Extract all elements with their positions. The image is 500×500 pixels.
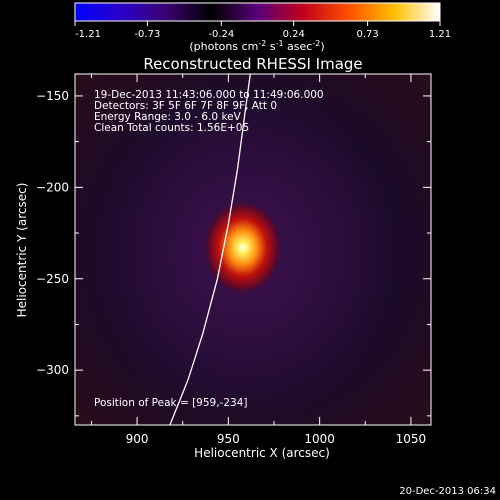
x-tick-label: 1050	[396, 432, 427, 446]
x-axis-label: Heliocentric X (arcsec)	[194, 446, 330, 460]
footer-timestamp: 20-Dec-2013 06:34	[399, 486, 496, 497]
chart-title: Reconstructed RHESSI Image	[143, 55, 362, 73]
y-tick-label: −150	[36, 89, 69, 103]
x-tick-label: 950	[217, 432, 240, 446]
hxr-source	[202, 199, 283, 296]
colorbar-tick-label: -0.24	[208, 29, 234, 40]
annotation-energy: Energy Range: 3.0 - 6.0 keV	[94, 111, 242, 123]
colorbar	[74, 2, 441, 22]
colorbar-tick-label: 0.24	[283, 29, 305, 40]
y-tick-label: −250	[36, 272, 69, 286]
x-tick-label: 1000	[304, 432, 335, 446]
annotation-time: 19-Dec-2013 11:43:06.000 to 11:49:06.000	[94, 89, 324, 101]
annotations: 19-Dec-2013 11:43:06.000 to 11:49:06.000…	[94, 89, 324, 409]
axis-ticks: 900 950 1000 1050 −150 −200 −250 −300	[36, 74, 431, 446]
colorbar-tick-label: 0.73	[356, 29, 378, 40]
colorbar-tick-label: -0.73	[134, 29, 160, 40]
colorbar-tick-label: -1.21	[75, 29, 101, 40]
peak-position-label: Position of Peak = [959,-234]	[94, 397, 248, 409]
image-area	[75, 74, 431, 425]
annotation-clean: Clean Total counts: 1.56E+05	[94, 122, 249, 134]
y-axis-label: Heliocentric Y (arcsec)	[15, 183, 29, 318]
y-tick-label: −200	[36, 180, 69, 194]
plot-frame	[74, 73, 432, 426]
colorbar-ticks: -1.21 -0.73 -0.24 0.24 0.73 1.21	[74, 21, 451, 40]
solar-limb-line	[169, 74, 251, 425]
colorbar-unit-label: (photons cm-2 s-1 asec-2)	[189, 39, 324, 53]
colorbar-tick-label: 1.21	[429, 29, 451, 40]
y-tick-label: −300	[36, 363, 69, 377]
x-tick-label: 900	[126, 432, 149, 446]
annotation-detectors: Detectors: 3F 5F 6F 7F 8F 9F, Att 0	[94, 100, 277, 112]
